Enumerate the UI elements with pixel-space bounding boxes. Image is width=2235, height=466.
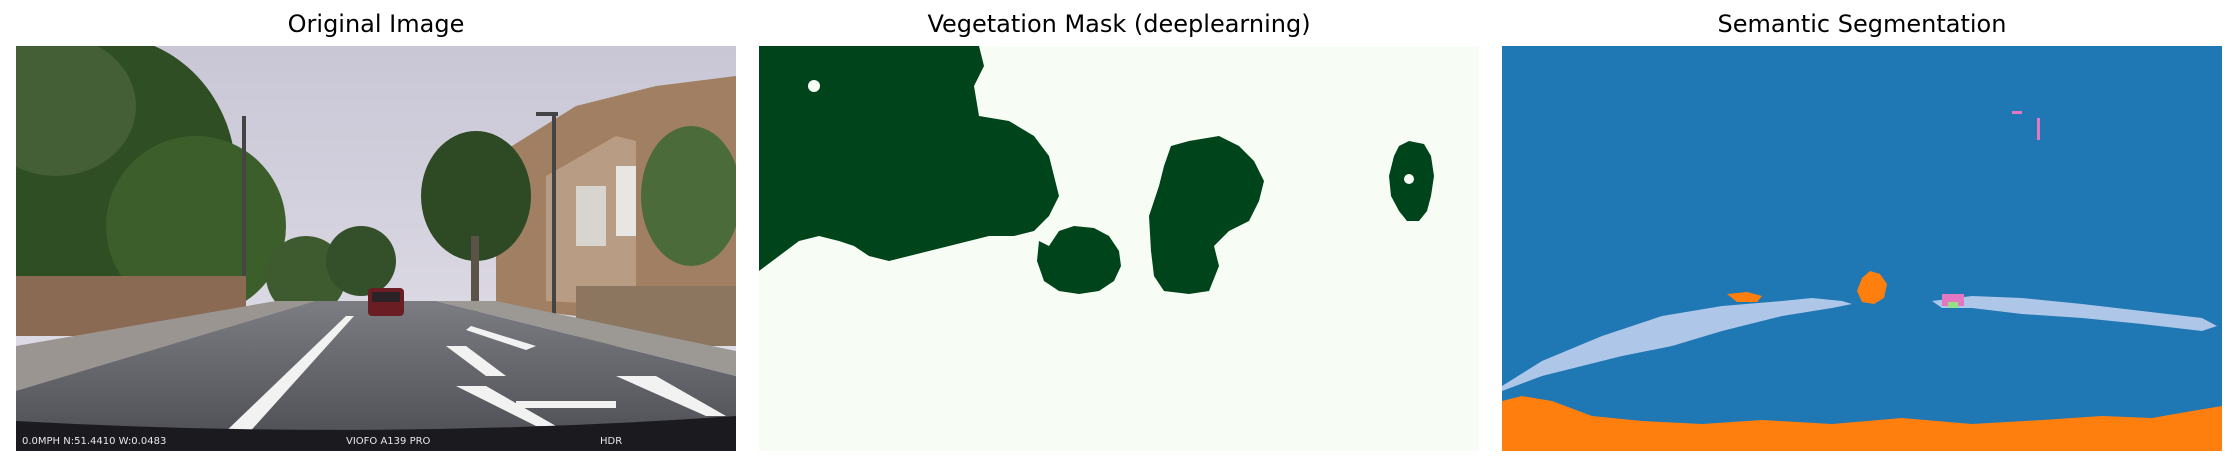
panel-title-semantic-segmentation: Semantic Segmentation (1717, 10, 2007, 38)
dashcam-speed-coords: 0.0MPH N:51.4410 W:0.0483 (22, 436, 166, 447)
dashcam-model: VIOFO A139 PRO (346, 436, 431, 447)
dashcam-mode: HDR (600, 436, 622, 447)
vegetation-mask-image (759, 46, 1479, 451)
panel-title-original: Original Image (287, 10, 465, 38)
semantic-segmentation-panel: Semantic Segmentation (1502, 0, 2222, 466)
semantic-segmentation-image (1502, 46, 2222, 451)
vegetation-mask-panel: Vegetation Mask (deeplearning) (759, 0, 1479, 466)
original-image: 0.0MPH N:51.4410 W:0.0483 VIOFO A139 PRO… (16, 46, 736, 451)
panel-title-vegetation-mask: Vegetation Mask (deeplearning) (927, 10, 1311, 38)
original-image-panel: Original Image (16, 0, 736, 466)
